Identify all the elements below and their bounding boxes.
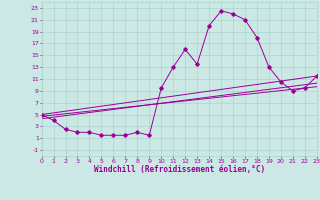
X-axis label: Windchill (Refroidissement éolien,°C): Windchill (Refroidissement éolien,°C) bbox=[94, 165, 265, 174]
